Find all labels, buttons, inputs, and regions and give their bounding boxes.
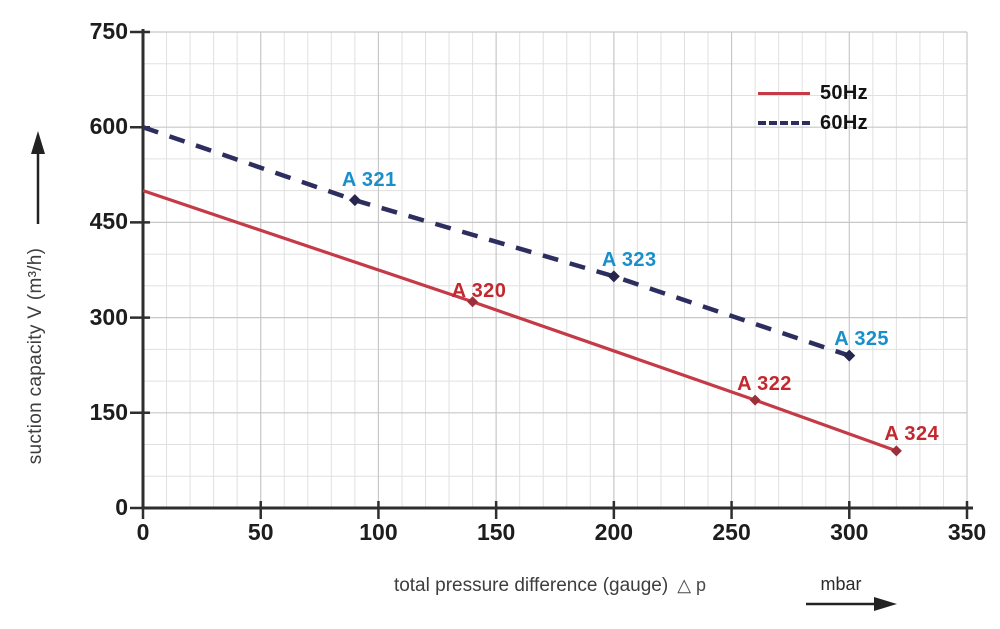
point-label-A-320: A 320 <box>451 279 507 302</box>
series-50Hz-line <box>142 189 897 453</box>
legend-60hz-line-swatch <box>758 121 810 125</box>
point-label-A-325: A 325 <box>834 327 889 350</box>
y-tick-label-450: 450 <box>89 208 128 235</box>
x-tick-label-250: 250 <box>712 519 751 545</box>
x-tick-label-350: 350 <box>947 519 987 545</box>
x-unit-arrow-head <box>874 597 897 611</box>
legend-50hz-label: 50Hz <box>820 81 868 104</box>
marker-A-320 <box>467 296 479 308</box>
series-60Hz-line <box>142 125 851 358</box>
legend-row-60hz: 60Hz <box>758 108 868 138</box>
marker-A-324 <box>890 445 902 457</box>
x-tick-label-0: 0 <box>136 519 150 545</box>
y-axis-title: suction capacity V (m³/h) <box>25 247 46 465</box>
x-tick-label-150: 150 <box>476 519 516 545</box>
x-axis-title: total pressure difference (gauge) △ p <box>300 575 800 597</box>
legend-50hz-line-swatch <box>758 91 810 95</box>
point-label-A-324: A 324 <box>884 422 939 445</box>
x-tick-label-100: 100 <box>359 519 398 545</box>
y-axis-arrow-head <box>31 131 45 154</box>
y-tick-label-600: 600 <box>89 113 128 140</box>
point-label-A-323: A 323 <box>601 249 657 272</box>
x-tick-label-300: 300 <box>830 519 869 545</box>
legend: 50Hz 60Hz <box>758 78 868 138</box>
point-label-A-321: A 321 <box>341 169 397 192</box>
marker-A-321 <box>348 194 361 207</box>
y-tick-label-150: 150 <box>89 398 128 425</box>
legend-row-50hz: 50Hz <box>758 78 868 108</box>
y-tick-label-300: 300 <box>89 303 128 330</box>
point-label-A-322: A 322 <box>737 373 792 396</box>
x-axis-title-text: total pressure difference (gauge) <box>393 575 669 596</box>
marker-A-325 <box>843 349 856 362</box>
delta-p-symbol: △ p <box>677 575 707 595</box>
marker-A-322 <box>749 394 761 406</box>
x-axis-unit: mbar <box>820 574 862 594</box>
marker-A-323 <box>607 270 620 283</box>
y-tick-label-750: 750 <box>89 18 128 44</box>
x-tick-label-200: 200 <box>594 519 634 545</box>
legend-60hz-label: 60Hz <box>820 111 868 134</box>
y-tick-label-0: 0 <box>115 494 128 520</box>
x-tick-label-50: 50 <box>247 519 274 545</box>
